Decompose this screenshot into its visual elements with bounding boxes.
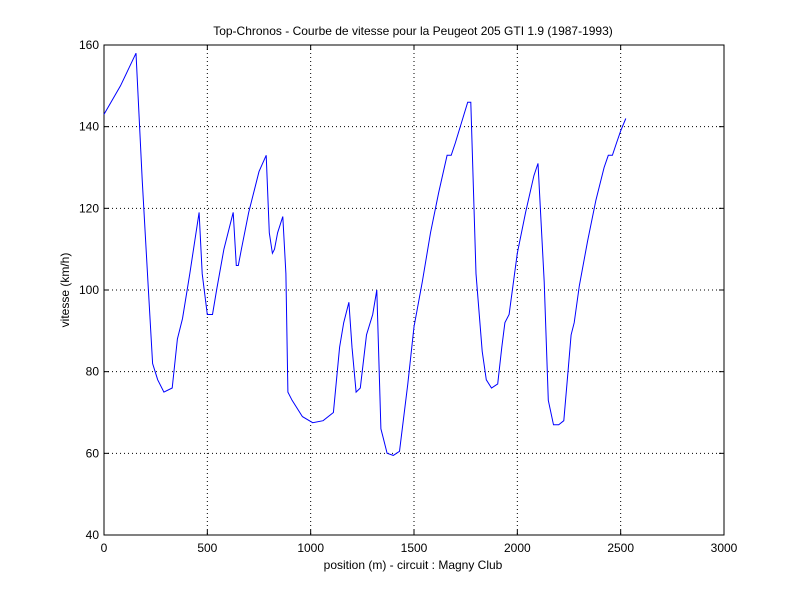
chart-title: Top-Chronos - Courbe de vitesse pour la … <box>213 24 613 38</box>
y-tick-label: 160 <box>79 38 99 52</box>
x-tick-label: 500 <box>197 541 217 555</box>
y-tick-label: 100 <box>79 283 99 297</box>
y-tick-label: 40 <box>86 528 100 542</box>
y-tick-label: 60 <box>86 446 100 460</box>
x-tick-label: 0 <box>101 541 108 555</box>
speed-line <box>103 52 627 456</box>
x-axis-label: position (m) - circuit : Magny Club <box>324 558 503 572</box>
y-tick-label: 140 <box>79 120 99 134</box>
x-tick-label: 1000 <box>297 541 324 555</box>
y-axis-label: vitesse (km/h) <box>58 253 72 328</box>
y-tick-labels: 40 60 80 100 120 140 160 <box>79 38 99 542</box>
grid-lines <box>104 45 724 535</box>
y-tick-label: 80 <box>86 365 100 379</box>
x-tick-label: 3000 <box>711 541 738 555</box>
y-tick-label: 120 <box>79 201 99 215</box>
axis-ticks <box>103 44 725 536</box>
x-tick-label: 1500 <box>401 541 428 555</box>
x-tick-label: 2000 <box>504 541 531 555</box>
x-tick-labels: 0 500 1000 1500 2000 2500 3000 <box>101 541 738 555</box>
x-tick-label: 2500 <box>607 541 634 555</box>
